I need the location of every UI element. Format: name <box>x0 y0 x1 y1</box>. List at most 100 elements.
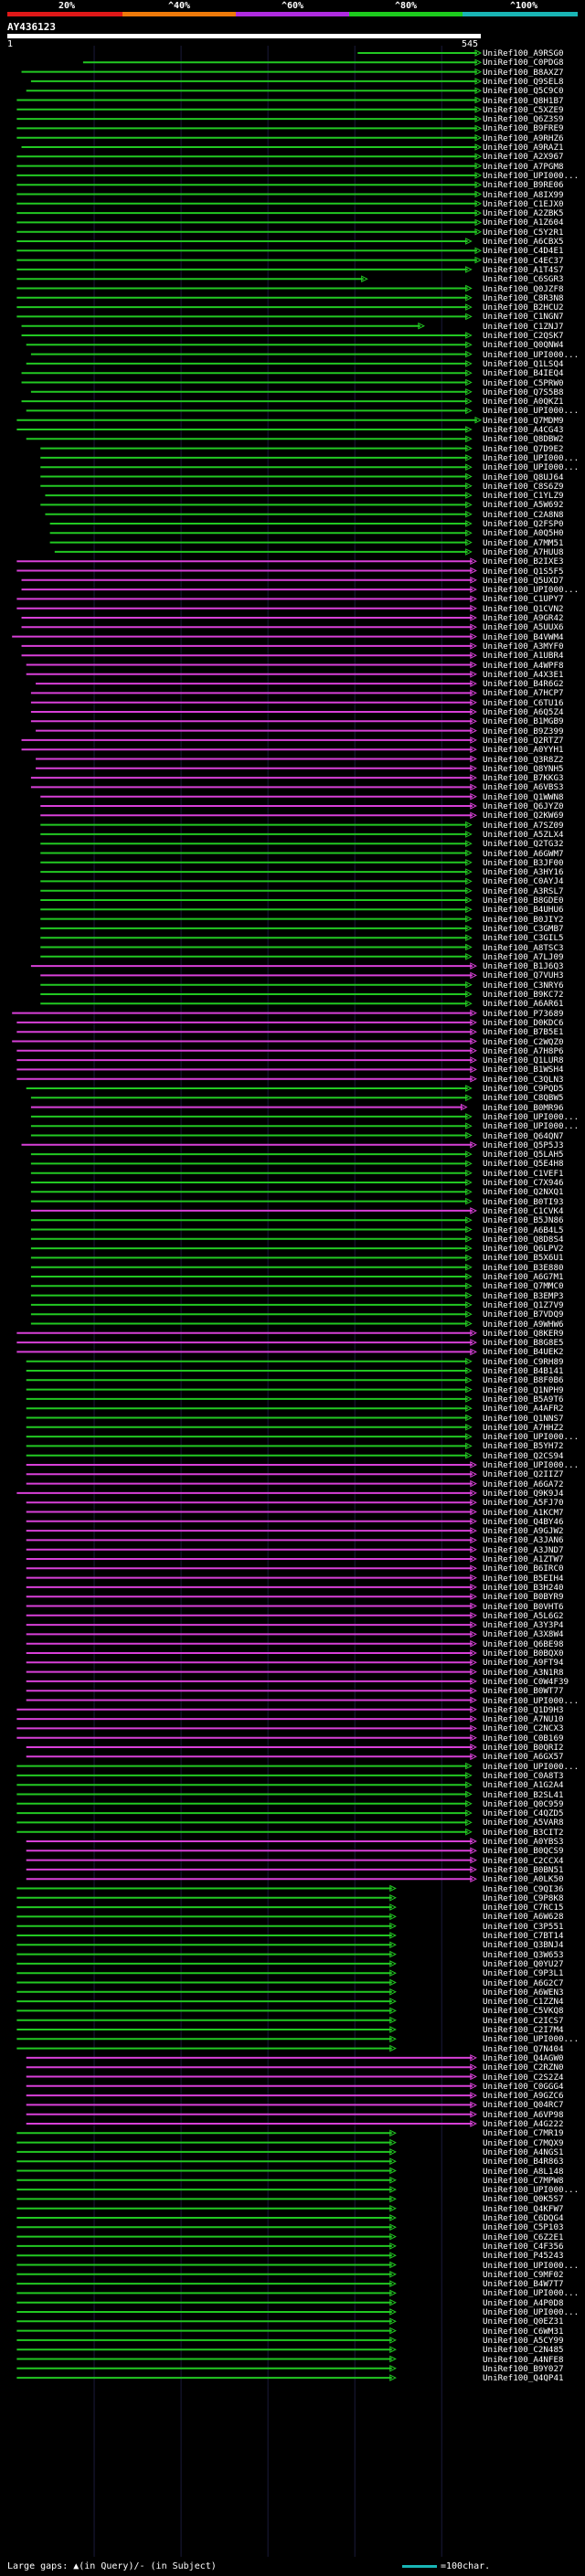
hit-name-link[interactable]: UniRef100_Q7N404 <box>483 2043 564 2054</box>
hit-name-link[interactable]: UniRef100_C8QBW5 <box>483 1093 564 1104</box>
hit-bar[interactable] <box>26 1659 477 1667</box>
hit-bar[interactable] <box>26 1367 473 1374</box>
hit-name-link[interactable]: UniRef100_C1EJX0 <box>483 198 564 209</box>
hit-name-link[interactable]: UniRef100_B7B5E1 <box>483 1027 564 1038</box>
hit-bar[interactable] <box>16 1056 477 1064</box>
hit-bar[interactable] <box>26 1621 477 1628</box>
hit-bar[interactable] <box>16 1969 397 1977</box>
hit-bar[interactable] <box>30 1207 477 1214</box>
hit-name-link[interactable]: UniRef100_Q64QN7 <box>483 1130 564 1141</box>
hit-bar[interactable] <box>30 1254 473 1262</box>
hit-bar[interactable] <box>21 652 477 660</box>
hit-bar[interactable] <box>40 906 473 914</box>
hit-name-link[interactable]: UniRef100_A7NU10 <box>483 1714 564 1725</box>
hit-bar[interactable] <box>21 68 483 76</box>
hit-name-link[interactable]: UniRef100_A6VBS3 <box>483 782 564 793</box>
hit-bar[interactable] <box>36 680 477 687</box>
hit-name-link[interactable]: UniRef100_A0QKZ1 <box>483 397 564 408</box>
hit-bar[interactable] <box>16 1790 473 1798</box>
hit-name-link[interactable]: UniRef100_Q6LPV2 <box>483 1244 564 1255</box>
hit-name-link[interactable]: UniRef100_B0MR96 <box>483 1102 564 1113</box>
hit-name-link[interactable]: UniRef100_A7MM51 <box>483 537 564 548</box>
hit-bar[interactable] <box>16 416 483 424</box>
hit-name-link[interactable]: UniRef100_B0BQX0 <box>483 1648 564 1659</box>
hit-bar[interactable] <box>30 1179 473 1186</box>
hit-bar[interactable] <box>40 952 473 960</box>
hit-bar[interactable] <box>30 1131 473 1140</box>
hit-bar[interactable] <box>36 764 477 772</box>
hit-bar[interactable] <box>16 595 477 603</box>
hit-name-link[interactable]: UniRef100_A9RSG0 <box>483 48 564 58</box>
hit-bar[interactable] <box>30 1291 473 1299</box>
hit-name-link[interactable]: UniRef100_Q5E4H8 <box>483 1159 564 1170</box>
hit-name-link[interactable]: UniRef100_C6TU16 <box>483 697 564 708</box>
hit-name-link[interactable]: UniRef100_Q7D9E2 <box>483 443 564 454</box>
hit-bar[interactable] <box>16 2364 397 2372</box>
hit-name-link[interactable]: UniRef100_C3GIL5 <box>483 933 564 944</box>
hit-name-link[interactable]: UniRef100_B4R863 <box>483 2157 564 2168</box>
hit-bar[interactable] <box>26 1545 477 1553</box>
hit-name-link[interactable]: UniRef100_B4IEQ4 <box>483 368 564 379</box>
hit-bar[interactable] <box>16 115 483 122</box>
hit-name-link[interactable]: UniRef100_A5VAR8 <box>483 1818 564 1829</box>
hit-name-link[interactable]: UniRef100_B5JN86 <box>483 1215 564 1226</box>
hit-name-link[interactable]: UniRef100_A6WEN3 <box>483 1987 564 1998</box>
hit-bar[interactable] <box>16 1019 477 1026</box>
hit-name-link[interactable]: UniRef100_Q7MDM9 <box>483 415 564 426</box>
hit-bar[interactable] <box>36 755 477 763</box>
hit-bar[interactable] <box>30 708 477 716</box>
hit-name-link[interactable]: UniRef100_A2ZBK5 <box>483 208 564 219</box>
hit-name-link[interactable]: UniRef100_A9GR42 <box>483 613 564 623</box>
hit-bar[interactable] <box>16 2346 397 2354</box>
hit-name-link[interactable]: UniRef100_C4EC37 <box>483 255 564 266</box>
hit-name-link[interactable]: UniRef100_B5YH72 <box>483 1441 564 1452</box>
hit-bar[interactable] <box>21 586 477 593</box>
hit-name-link[interactable]: UniRef100_B2HCU2 <box>483 302 564 313</box>
hit-name-link[interactable]: UniRef100_B3JF00 <box>483 857 564 868</box>
hit-name-link[interactable]: UniRef100_UPI000... <box>483 2260 580 2271</box>
hit-name-link[interactable]: UniRef100_C2QSK7 <box>483 331 564 341</box>
hit-bar[interactable] <box>40 934 473 942</box>
hit-name-link[interactable]: UniRef100_B3CIT2 <box>483 1827 564 1838</box>
hit-bar[interactable] <box>26 1461 477 1468</box>
hit-name-link[interactable]: UniRef100_A7SZ09 <box>483 820 564 831</box>
hit-name-link[interactable]: UniRef100_C9PQD5 <box>483 1084 564 1094</box>
hit-bar[interactable] <box>26 1753 477 1761</box>
hit-name-link[interactable]: UniRef100_UPI000... <box>483 1761 580 1772</box>
hit-bar[interactable] <box>16 228 483 236</box>
hit-name-link[interactable]: UniRef100_Q1LUR8 <box>483 1055 564 1066</box>
hit-bar[interactable] <box>26 87 483 95</box>
hit-name-link[interactable]: UniRef100_B0QCS9 <box>483 1846 564 1857</box>
hit-name-link[interactable]: UniRef100_Q5C9C0 <box>483 86 564 97</box>
hit-bar[interactable] <box>26 1611 477 1619</box>
hit-name-link[interactable]: UniRef100_Q6JYZ0 <box>483 801 564 811</box>
hit-bar[interactable] <box>16 238 473 245</box>
hit-name-link[interactable]: UniRef100_Q3R8Z2 <box>483 754 564 765</box>
hit-name-link[interactable]: UniRef100_Q7S5B8 <box>483 387 564 398</box>
hit-name-link[interactable]: UniRef100_UPI000... <box>483 2034 580 2045</box>
hit-name-link[interactable]: UniRef100_B7KKG3 <box>483 773 564 784</box>
hit-bar[interactable] <box>12 632 477 641</box>
hit-bar[interactable] <box>16 2242 397 2250</box>
hit-bar[interactable] <box>16 1781 473 1789</box>
hit-bar[interactable] <box>16 1799 473 1807</box>
hit-bar[interactable] <box>16 1339 477 1346</box>
hit-bar[interactable] <box>40 943 473 951</box>
hit-name-link[interactable]: UniRef100_A6GWM7 <box>483 848 564 859</box>
hit-bar[interactable] <box>26 1414 473 1422</box>
hit-name-link[interactable]: UniRef100_A0LK50 <box>483 1874 564 1885</box>
hit-bar[interactable] <box>30 1310 473 1319</box>
hit-bar[interactable] <box>16 2355 397 2363</box>
hit-bar[interactable] <box>82 58 483 67</box>
hit-bar[interactable] <box>40 877 473 885</box>
hit-bar[interactable] <box>26 1555 477 1563</box>
hit-name-link[interactable]: UniRef100_B0BN51 <box>483 1864 564 1875</box>
hit-bar[interactable] <box>30 1113 473 1120</box>
hit-bar[interactable] <box>16 124 483 133</box>
hit-bar[interactable] <box>16 2138 397 2147</box>
hit-bar[interactable] <box>26 360 473 367</box>
hit-name-link[interactable]: UniRef100_A1ZTW7 <box>483 1554 564 1564</box>
hit-bar[interactable] <box>30 350 473 358</box>
hit-bar[interactable] <box>49 529 473 537</box>
hit-bar[interactable] <box>30 962 477 970</box>
